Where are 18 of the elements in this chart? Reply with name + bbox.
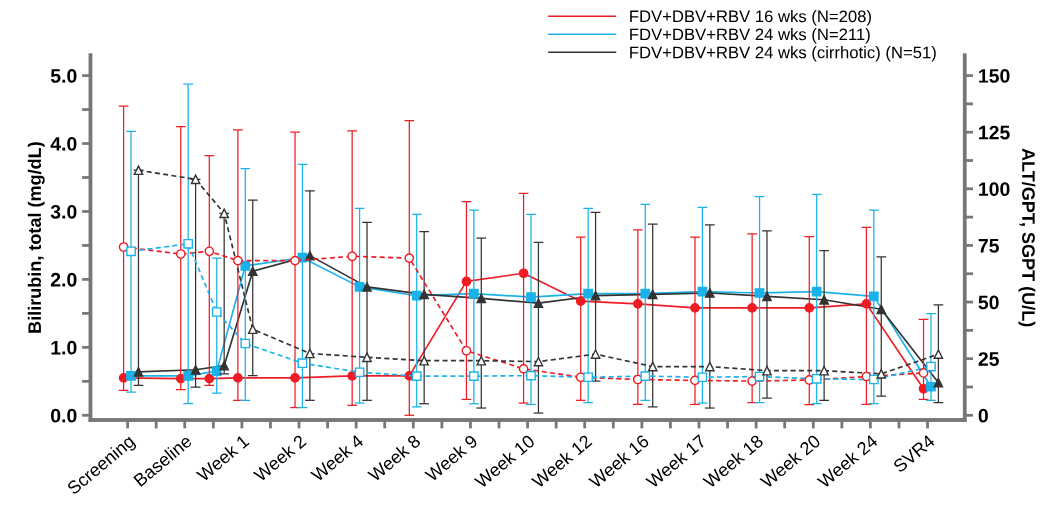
y2-tick-label: 125 (979, 125, 1010, 140)
y-tick-label: 3.0 (50, 204, 77, 219)
legend-label: FDV+DBV+RBV 24 wks (N=211) (630, 28, 870, 44)
y2-axis-title: ALT/GPT, SGPT (U/L) (1018, 148, 1036, 327)
y2-tick-label: 0 (978, 408, 988, 423)
y2-tick-label: 100 (979, 182, 1010, 197)
y2-tick-label: 50 (978, 295, 999, 310)
legend-label: FDV+DBV+RBV 16 wks (N=208) (630, 10, 871, 26)
y-tick-label: 0.0 (51, 408, 77, 423)
y-axis-title: Bilirubin, total (mg/dL) (27, 142, 45, 333)
y-tick-label: 4.0 (50, 136, 77, 151)
y-tick-label: 2.0 (50, 272, 77, 287)
y-tick-label: 1.0 (51, 340, 77, 355)
legend-label: FDV+DBV+RBV 24 wks (cirrhotic) (N=51) (630, 46, 936, 62)
y2-tick-label: 150 (979, 69, 1010, 83)
y2-tick-label: 75 (978, 239, 999, 253)
y-tick-label: 5.0 (50, 69, 77, 83)
y2-tick-label: 25 (978, 352, 999, 366)
